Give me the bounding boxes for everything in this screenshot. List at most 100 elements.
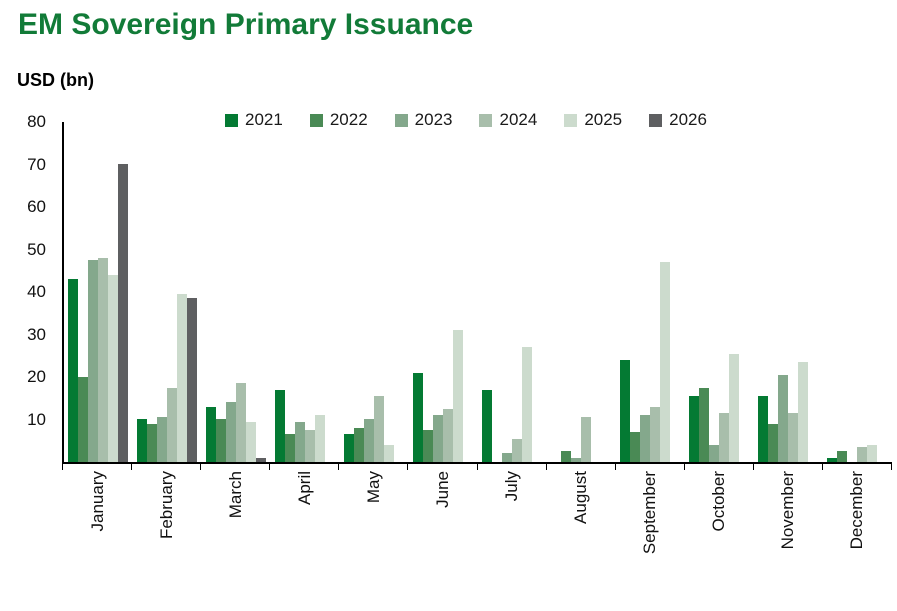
y-tick-label-50: 50	[27, 239, 46, 259]
bar-2025-november	[797, 362, 808, 462]
bar-2025-february	[177, 294, 188, 462]
x-axis-tick	[338, 462, 339, 470]
y-tick-label-20: 20	[27, 367, 46, 386]
bar-2023-july	[501, 453, 512, 462]
bar-2026-march	[256, 458, 267, 462]
x-axis-tick	[684, 462, 685, 470]
x-axis-label-june: June	[433, 471, 452, 508]
x-axis-tick	[407, 462, 408, 470]
legend-label-2023: 2023	[414, 110, 453, 129]
x-axis-tick	[477, 462, 478, 470]
bar-2024-november	[787, 413, 798, 462]
bar-2025-september	[659, 262, 670, 462]
bar-2021-november	[757, 396, 768, 462]
bar-2021-january	[68, 279, 79, 462]
plot-area	[62, 122, 891, 464]
bar-2023-may	[364, 419, 375, 462]
legend-item-2023: 2023	[394, 110, 453, 130]
legend-item-2021: 2021	[225, 110, 283, 130]
x-axis-tick	[753, 462, 754, 470]
bar-2025-december	[866, 445, 877, 462]
bar-group-august	[546, 122, 615, 462]
x-axis-label-august: August	[571, 471, 590, 524]
legend-swatch-2024	[479, 113, 493, 127]
bar-2023-november	[777, 375, 788, 462]
y-tick-label-30: 30	[27, 324, 46, 344]
y-axis-unit-label: USD (bn)	[17, 70, 94, 90]
legend-label-2021: 2021	[245, 110, 283, 129]
bar-2026-february	[187, 298, 198, 462]
chart-title: EM Sovereign Primary Issuance	[18, 8, 474, 41]
bar-2022-september	[629, 432, 640, 462]
legend-item-2026: 2026	[649, 110, 707, 130]
bar-2025-october	[728, 354, 739, 462]
bar-2023-march	[226, 402, 237, 462]
x-axis-label-march: March	[226, 471, 245, 519]
x-axis-tick	[200, 462, 201, 470]
bar-2021-may	[344, 434, 355, 462]
bar-group-july	[478, 122, 547, 462]
bar-2025-march	[246, 422, 257, 462]
bar-2026-january	[118, 164, 129, 462]
bar-2023-august	[570, 458, 581, 462]
bar-2023-september	[639, 415, 650, 462]
bar-2023-october	[708, 445, 719, 462]
y-tick-label-70: 70	[27, 154, 46, 174]
bar-group-december	[822, 122, 891, 462]
x-axis-label-april: April	[295, 471, 314, 506]
x-axis-tick	[615, 462, 616, 470]
bar-2024-april	[305, 430, 316, 462]
bar-2021-february	[137, 419, 148, 462]
x-axis-label-may: May	[364, 471, 383, 504]
bar-2024-august	[580, 417, 591, 462]
x-axis-label-december: December	[847, 471, 866, 550]
bar-2022-january	[78, 377, 89, 462]
y-tick-label-40: 40	[27, 282, 46, 301]
bar-2022-march	[216, 419, 227, 462]
bar-2023-february	[157, 417, 168, 462]
bar-2022-may	[354, 428, 365, 462]
legend-item-2024: 2024	[479, 110, 537, 130]
bar-group-april	[271, 122, 340, 462]
bar-2025-april	[315, 415, 326, 462]
bar-group-november	[753, 122, 822, 462]
x-axis-label-july: July	[502, 471, 521, 502]
legend-swatch-2025	[564, 113, 578, 127]
bar-group-february	[133, 122, 202, 462]
bar-2025-may	[384, 445, 395, 462]
y-tick-label-10: 10	[27, 409, 46, 429]
x-axis-tick	[269, 462, 270, 470]
legend-label-2024: 2024	[499, 110, 538, 129]
bar-2025-july	[521, 347, 532, 462]
x-axis-tick	[891, 462, 892, 470]
legend: 2021 2022 2023 2024 2025 2026	[225, 110, 707, 130]
x-axis-tick	[62, 462, 63, 470]
x-axis-label-october: October	[709, 471, 728, 532]
bar-2024-october	[718, 413, 729, 462]
bar-2021-july	[481, 390, 492, 462]
legend-label-2022: 2022	[329, 110, 368, 129]
x-axis-label-january: January	[88, 471, 107, 532]
bar-2022-november	[767, 424, 778, 462]
bar-2023-april	[295, 422, 306, 462]
legend-swatch-2026	[649, 113, 663, 127]
bar-group-june	[409, 122, 478, 462]
legend-item-2022: 2022	[309, 110, 368, 130]
legend-swatch-2022	[309, 113, 323, 127]
bar-group-october	[684, 122, 753, 462]
bar-2021-april	[275, 390, 286, 462]
y-tick-label-80: 80	[27, 112, 46, 131]
bar-2021-june	[413, 373, 424, 462]
bar-2021-march	[206, 407, 217, 462]
x-axis-label-february: February	[157, 471, 176, 540]
x-axis-tick	[822, 462, 823, 470]
legend-swatch-2021	[225, 113, 238, 127]
bar-2024-june	[443, 409, 454, 462]
bar-2023-january	[88, 260, 99, 462]
bar-2022-february	[147, 424, 158, 462]
bar-2024-january	[98, 258, 109, 462]
bar-2021-october	[688, 396, 699, 462]
x-axis-label-september: September	[640, 471, 659, 555]
bar-2024-december	[856, 447, 867, 462]
